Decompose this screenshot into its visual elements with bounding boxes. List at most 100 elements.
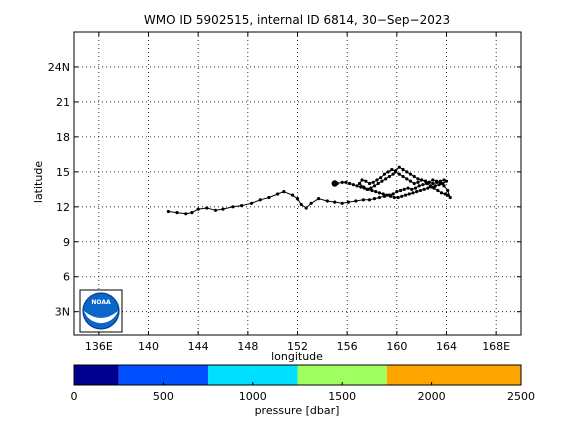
profile-point — [441, 181, 445, 186]
profile-point — [370, 188, 374, 193]
profile-point — [443, 192, 447, 196]
y-tick-label: 21 — [56, 96, 70, 109]
profile-point — [344, 180, 348, 184]
profile-point — [403, 193, 408, 197]
profile-point — [325, 199, 329, 203]
profile-point — [382, 172, 387, 176]
profile-point — [408, 172, 413, 176]
profile-point — [282, 190, 286, 194]
profile-point — [357, 181, 362, 186]
profile-point — [362, 186, 367, 190]
y-tick-label: 3N — [55, 306, 70, 319]
plot-area — [73, 31, 522, 336]
profile-point — [360, 178, 364, 182]
profile-point — [417, 184, 421, 188]
profile-point — [406, 186, 410, 190]
profile-point — [411, 191, 415, 195]
profile-point — [372, 197, 377, 201]
x-tick-label: 144 — [188, 340, 209, 353]
x-tick-label: 136E — [85, 340, 113, 353]
x-tick-label: 140 — [138, 340, 159, 353]
profile-point — [205, 206, 209, 210]
profile-point — [348, 181, 352, 186]
profile-point — [366, 187, 370, 191]
profile-point — [402, 187, 406, 191]
profile-point — [295, 197, 300, 201]
profile-point — [392, 195, 396, 200]
profile-point — [397, 165, 401, 169]
profile-point — [442, 178, 446, 182]
y-tick-label: 6 — [63, 271, 70, 284]
y-axis-label: latitude — [32, 161, 45, 203]
profile-point — [367, 181, 372, 186]
chart-title: WMO ID 5902515, internal ID 6814, 30−Sep… — [144, 13, 450, 27]
colorbar-band — [208, 365, 298, 385]
profile-point — [408, 179, 413, 183]
profile-point — [416, 177, 420, 181]
profile-point — [400, 194, 404, 198]
y-tick-label: 18 — [56, 131, 70, 144]
profile-point — [333, 200, 337, 204]
profile-point — [276, 192, 280, 196]
colorbar-band — [74, 365, 119, 385]
y-tick-labels: 3N 6 9 12 15 18 21 24N — [48, 61, 70, 319]
colorbar-tick-label: 1000 — [239, 390, 267, 403]
profile-point — [359, 185, 363, 189]
profile-point — [416, 180, 420, 184]
profile-point — [377, 191, 382, 195]
x-tick-label: 156 — [337, 340, 358, 353]
profile-point — [436, 188, 440, 193]
profile-point — [381, 192, 385, 196]
colorbar-tick-label: 0 — [71, 390, 78, 403]
profile-point — [415, 190, 419, 194]
profile-point — [405, 170, 409, 174]
profile-point — [372, 184, 377, 188]
profile-point — [340, 201, 344, 205]
profile-point — [166, 209, 170, 214]
profile-point — [258, 198, 262, 202]
profile-point — [422, 187, 426, 191]
profile-point — [397, 172, 401, 176]
colorbar-tick-label: 1500 — [328, 390, 356, 403]
profile-point — [430, 185, 434, 189]
profile-point — [376, 181, 380, 186]
x-axis-label: longitude — [271, 350, 323, 363]
profile-point — [249, 201, 254, 205]
profile-point — [446, 193, 450, 197]
profile-point — [401, 167, 405, 172]
profile-point — [213, 208, 218, 212]
profile-point — [396, 195, 400, 200]
profile-point — [384, 177, 388, 181]
profile-point — [438, 179, 442, 183]
profile-point — [367, 198, 372, 202]
colorbar-tick-labels: 0 500 1000 1500 2000 2500 — [71, 390, 536, 403]
colorbar — [73, 364, 522, 386]
x-tick-label: 168E — [482, 340, 510, 353]
profile-point — [418, 188, 423, 193]
noaa-logo: NOAA — [79, 289, 123, 333]
profile-point — [240, 204, 244, 208]
profile-point — [413, 186, 418, 190]
y-tick-label: 15 — [56, 166, 70, 179]
profile-point — [375, 178, 379, 182]
colorbar-tick-label: 2000 — [418, 390, 446, 403]
x-tick-label: 164 — [436, 340, 457, 353]
x-tick-labels: 136E 140 144 148 152 156 160 164 168E — [85, 340, 510, 353]
colorbar-frame — [73, 364, 522, 386]
profile-point — [389, 194, 393, 198]
y-tick-label: 12 — [56, 201, 70, 214]
x-tick-label: 152 — [287, 340, 308, 353]
profile-point — [351, 183, 355, 187]
profile-point — [380, 179, 384, 183]
profile-point — [405, 177, 409, 181]
profile-point — [346, 200, 351, 204]
colorbar-band — [118, 365, 209, 385]
profile-point — [304, 206, 308, 210]
profile-point — [299, 202, 303, 207]
colorbar-tick-label: 500 — [153, 390, 174, 403]
profile-point — [374, 190, 378, 194]
profile-point — [190, 211, 194, 215]
profile-point — [391, 172, 395, 176]
profile-point — [393, 169, 398, 173]
